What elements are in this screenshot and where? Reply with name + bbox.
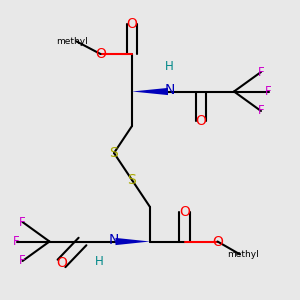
Text: F: F — [19, 215, 26, 229]
Text: methyl: methyl — [56, 37, 88, 46]
Text: O: O — [56, 256, 67, 270]
Text: H: H — [165, 60, 174, 73]
Text: O: O — [212, 235, 223, 248]
Text: F: F — [258, 104, 264, 118]
Text: O: O — [196, 114, 206, 128]
Polygon shape — [116, 238, 150, 245]
Text: O: O — [127, 17, 137, 31]
Polygon shape — [132, 88, 168, 95]
Text: F: F — [265, 85, 272, 98]
Text: S: S — [128, 173, 136, 187]
Text: N: N — [164, 83, 175, 97]
Text: F: F — [258, 65, 264, 79]
Text: F: F — [19, 254, 26, 268]
Text: O: O — [179, 205, 190, 218]
Text: S: S — [110, 146, 118, 160]
Text: N: N — [109, 233, 119, 247]
Text: methyl: methyl — [227, 250, 259, 259]
Text: O: O — [95, 47, 106, 61]
Text: H: H — [94, 255, 103, 268]
Text: F: F — [13, 235, 20, 248]
